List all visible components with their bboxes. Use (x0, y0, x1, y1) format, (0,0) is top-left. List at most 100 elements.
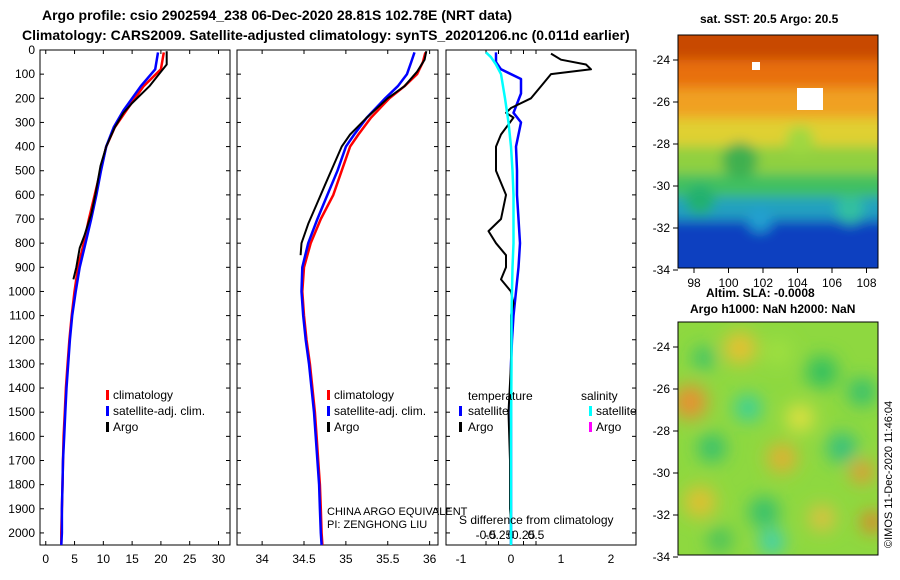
depth-tick-label: 500 (15, 164, 35, 178)
depth-tick-label: 1200 (8, 333, 35, 347)
legend-label-argo: Argo (113, 420, 139, 434)
x-tick-label: -0.5 (476, 528, 497, 542)
sla-map (677, 321, 879, 556)
depth-tick-label: 1000 (8, 284, 35, 298)
attribution-line2: PI: ZENGHONG LIU (327, 519, 427, 531)
secondary-x-tick-label: 0 (508, 552, 515, 566)
lat-tick-label: -30 (653, 466, 671, 480)
plot-frame (39, 49, 231, 546)
depth-tick-label: 700 (15, 212, 35, 226)
legend-title-temperature: temperature (468, 389, 533, 403)
legend-swatch-satellite (106, 406, 109, 416)
lat-tick-label: -30 (653, 179, 671, 193)
depth-tick-label: 2000 (8, 526, 35, 540)
legend-swatch-satellite (327, 406, 330, 416)
legend-swatch-temp-satellite (459, 406, 462, 416)
lon-tick-label: 102 (753, 276, 773, 290)
lat-tick-label: -34 (653, 263, 671, 277)
legend-swatch-sal-argo (589, 422, 592, 432)
x-tick-label: 35.5 (376, 552, 400, 566)
x-tick-label: 5 (71, 552, 78, 566)
series-line-temperature-argo (487, 52, 592, 521)
legend-label-argo: Argo (334, 420, 360, 434)
legend-label-satellite: satellite-adj. clim. (113, 404, 205, 418)
series-line-salinity-satellite (485, 51, 515, 545)
legend-swatch-argo (106, 422, 109, 432)
temperature-legend: climatology satellite-adj. clim. Argo (106, 388, 205, 434)
lon-tick-label: 106 (822, 276, 842, 290)
sst-missing-data (752, 62, 760, 70)
depth-tick-label: 600 (15, 188, 35, 202)
x-tick-label: 36 (423, 552, 437, 566)
legend-swatch-argo (327, 422, 330, 432)
temperature-panel: 0100200300400500600700800900100011001200… (8, 43, 231, 566)
depth-tick-label: 1600 (8, 429, 35, 443)
depth-tick-label: 1900 (8, 502, 35, 516)
series-line-argo (72, 51, 168, 280)
lat-tick-label: -34 (653, 550, 671, 564)
lat-tick-label: -24 (653, 340, 671, 354)
series-line-argo (299, 51, 428, 256)
secondary-x-tick-label: 1 (558, 552, 565, 566)
legend-label-temp-argo: Argo (468, 420, 494, 434)
sla-map-title-line1: Altim. SLA: -0.0008 (706, 286, 815, 300)
lon-tick-label: 108 (856, 276, 876, 290)
series-line-temperature-satellite (494, 52, 523, 545)
depth-tick-label: 900 (15, 260, 35, 274)
x-tick-label: -0.25 (485, 528, 513, 542)
legend-title-salinity: salinity (581, 389, 618, 403)
sst-map-frame (677, 34, 879, 269)
header-title-line2: Climatology: CARS2009. Satellite-adjuste… (22, 27, 630, 43)
depth-tick-label: 400 (15, 140, 35, 154)
lat-tick-label: -32 (653, 508, 671, 522)
depth-tick-label: 1100 (9, 309, 35, 323)
difference-xlabel: S difference from climatology (459, 513, 614, 527)
lat-tick-label: -26 (653, 382, 671, 396)
x-tick-label: 20 (154, 552, 168, 566)
series-line-satellite-adj-clim- (300, 51, 416, 546)
x-tick-label: 30 (212, 552, 226, 566)
attribution-line1: CHINA ARGO EQUIVALENT (327, 506, 468, 518)
depth-tick-label: 0 (28, 43, 35, 57)
lon-tick-label: 98 (687, 276, 701, 290)
depth-tick-label: 1500 (8, 405, 35, 419)
series-line-satellite-adj-clim- (60, 52, 160, 546)
x-tick-label: 10 (97, 552, 111, 566)
x-tick-label: 15 (125, 552, 139, 566)
series-line-climatology (301, 52, 427, 546)
legend-label-sal-satellite: satellite (596, 404, 637, 418)
x-tick-label: 35 (339, 552, 353, 566)
x-tick-label: 0.25 (512, 528, 536, 542)
x-tick-label: 0.5 (528, 528, 545, 542)
depth-tick-label: 1400 (8, 381, 35, 395)
imos-credit: ©IMOS 11-Dec-2020 11:46:04 (883, 401, 895, 548)
x-tick-label: 34.5 (292, 552, 316, 566)
salinity-legend: climatology satellite-adj. clim. Argo (327, 388, 426, 434)
secondary-x-tick-label: -1 (456, 552, 467, 566)
sla-map-title-line2: Argo h1000: NaN h2000: NaN (690, 302, 855, 316)
sst-map-field (678, 35, 878, 268)
lat-tick-label: -26 (653, 95, 671, 109)
legend-swatch-temp-argo (459, 422, 462, 432)
difference-legend: temperature salinity satellite Argo sate… (459, 389, 637, 434)
sla-lat-axis: -24 -26 -28 -30 -32 -34 (653, 340, 678, 564)
sla-map-field (678, 332, 878, 554)
legend-swatch-sal-satellite (589, 406, 592, 416)
lat-tick-label: -32 (653, 221, 671, 235)
depth-tick-label: 1300 (8, 357, 35, 371)
sla-map-frame (677, 321, 879, 556)
legend-swatch-climatology (106, 390, 109, 400)
legend-label-climatology: climatology (113, 388, 173, 402)
depth-tick-label: 100 (15, 67, 35, 81)
legend-label-sal-argo: Argo (596, 420, 622, 434)
lat-tick-label: -28 (653, 137, 671, 151)
depth-tick-label: 300 (15, 115, 35, 129)
x-tick-label: 0 (42, 552, 49, 566)
legend-swatch-climatology (327, 390, 330, 400)
depth-tick-label: 1800 (8, 478, 35, 492)
legend-label-satellite: satellite-adj. clim. (334, 404, 426, 418)
lon-tick-label: 104 (787, 276, 807, 290)
sst-lat-axis: -24 -26 -28 -30 -32 -34 (653, 53, 678, 277)
